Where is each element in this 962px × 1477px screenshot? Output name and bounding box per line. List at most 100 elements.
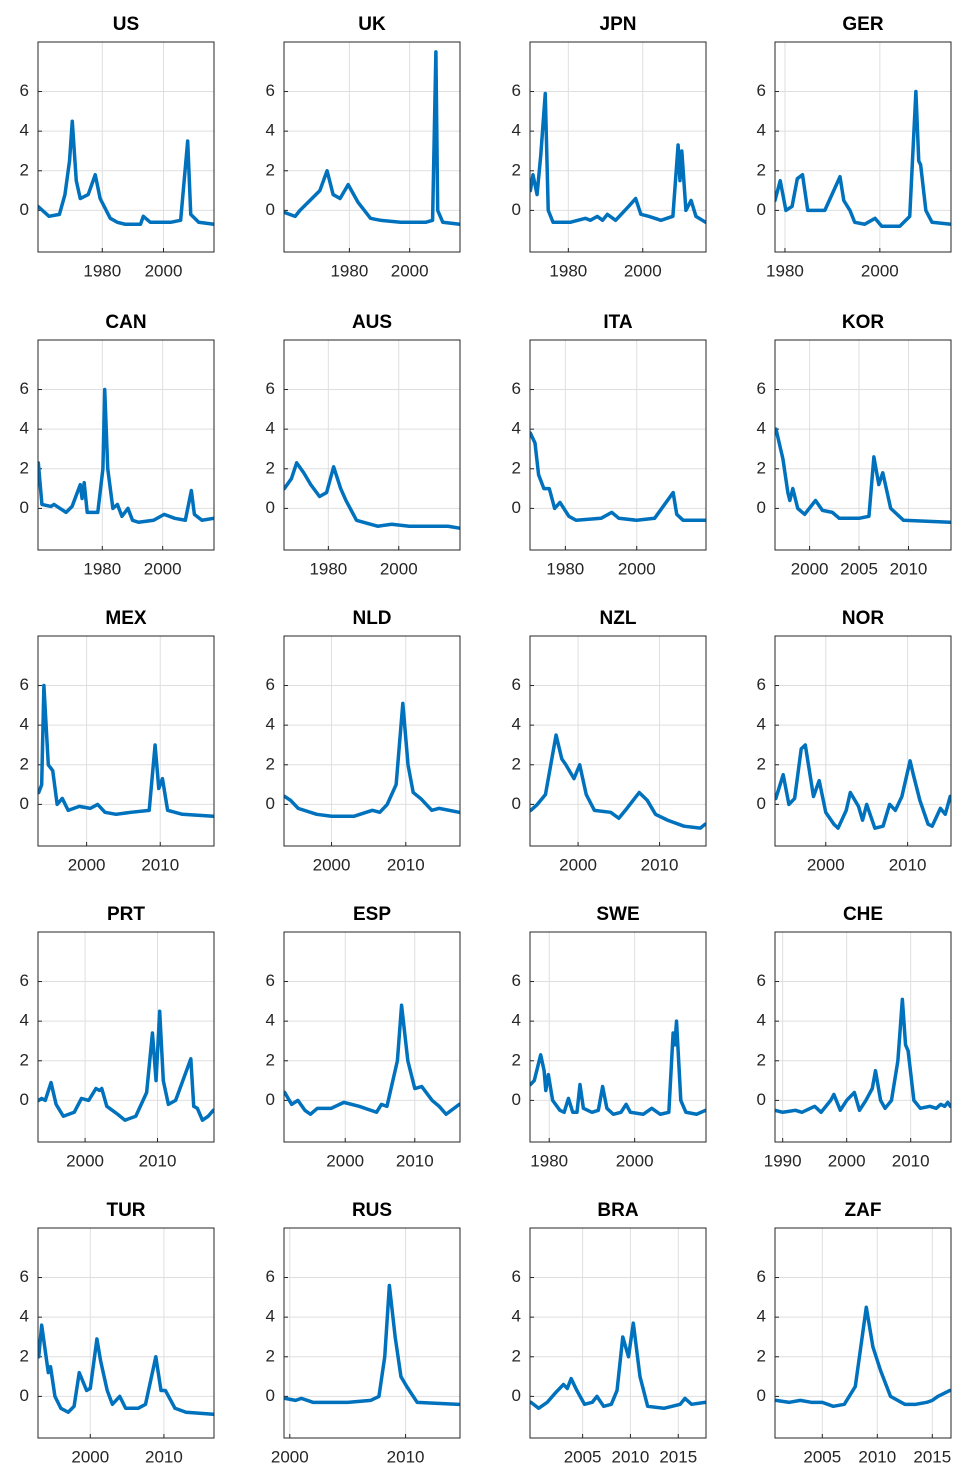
x-tick-label: 2000 xyxy=(616,1151,654,1170)
y-tick-label: 2 xyxy=(512,160,521,179)
y-tick-label: 0 xyxy=(757,200,766,219)
panel-title: PRT xyxy=(107,904,145,925)
data-line xyxy=(775,1305,951,1409)
axes-box xyxy=(283,339,461,551)
panel-title: SWE xyxy=(596,904,639,925)
series xyxy=(775,743,951,830)
plot-area xyxy=(38,42,214,252)
panel-title: CHE xyxy=(843,904,883,925)
y-tick-label: 6 xyxy=(757,971,766,990)
y-tick-label: 2 xyxy=(266,458,275,477)
panel-title: AUS xyxy=(352,312,392,333)
y-tick-label: 6 xyxy=(757,379,766,398)
panel: 2000 2005 2010 0 2 4 6 KOR xyxy=(757,312,952,578)
y-tick-label: 2 xyxy=(20,1050,29,1069)
data-line xyxy=(775,427,951,525)
y-tick-label: 2 xyxy=(20,160,29,179)
series xyxy=(530,91,706,225)
y-tick-label: 4 xyxy=(512,715,521,734)
x-tick-label: 1980 xyxy=(330,261,368,280)
y-tick-label: 0 xyxy=(512,1090,521,1109)
x-tick-label: 2010 xyxy=(641,855,679,874)
x-tick-label: 2005 xyxy=(803,1447,841,1466)
y-tick-label: 4 xyxy=(512,1307,521,1326)
y-tick-label: 0 xyxy=(512,200,521,219)
axes-box xyxy=(529,41,707,253)
data-line xyxy=(775,997,951,1115)
plot-area xyxy=(284,636,460,846)
y-tick-label: 0 xyxy=(266,1090,275,1109)
y-tick-label: 4 xyxy=(512,419,521,438)
y-tick-label: 2 xyxy=(20,458,29,477)
axes-box xyxy=(37,339,215,551)
x-tick-label: 1980 xyxy=(546,559,584,578)
series xyxy=(530,431,706,523)
y-tick-label: 6 xyxy=(20,971,29,990)
panel: 1980 2000 0 2 4 6 UK xyxy=(266,14,461,280)
data-line xyxy=(38,119,214,227)
panel: 2000 2010 0 2 4 6 NZL xyxy=(512,608,707,874)
panel: 1980 2000 0 2 4 6 GER xyxy=(757,14,952,280)
data-line xyxy=(530,1321,706,1411)
series xyxy=(775,1305,951,1409)
y-tick-label: 2 xyxy=(757,1050,766,1069)
y-tick-label: 4 xyxy=(512,1011,521,1030)
x-tick-label: 2000 xyxy=(624,261,662,280)
x-tick-label: 2010 xyxy=(890,559,928,578)
x-tick-label: 2000 xyxy=(68,855,106,874)
axes-box xyxy=(37,931,215,1143)
y-tick-label: 6 xyxy=(20,1267,29,1286)
panel-title: NLD xyxy=(352,608,391,629)
y-tick-label: 6 xyxy=(266,379,275,398)
panel: 2000 2010 0 2 4 6 TUR xyxy=(20,1200,215,1466)
y-tick-label: 4 xyxy=(266,1307,275,1326)
panel-title: KOR xyxy=(842,312,885,333)
panel: 2000 2010 0 2 4 6 MEX xyxy=(20,608,215,874)
x-tick-label: 2010 xyxy=(892,1151,930,1170)
series xyxy=(530,1321,706,1411)
y-tick-label: 4 xyxy=(20,715,29,734)
axes-box xyxy=(283,41,461,253)
x-tick-label: 2000 xyxy=(313,855,351,874)
x-tick-label: 1980 xyxy=(766,261,804,280)
y-tick-label: 4 xyxy=(20,419,29,438)
x-tick-label: 2000 xyxy=(271,1447,309,1466)
plot-area xyxy=(530,1228,706,1438)
axes-box xyxy=(283,931,461,1143)
x-tick-label: 2010 xyxy=(858,1447,896,1466)
y-tick-label: 4 xyxy=(20,121,29,140)
panel: 2005 2010 2015 0 2 4 6 ZAF xyxy=(757,1200,952,1466)
x-tick-label: 2005 xyxy=(564,1447,602,1466)
y-tick-label: 4 xyxy=(266,419,275,438)
panel: 1980 2000 0 2 4 6 AUS xyxy=(266,312,461,578)
y-tick-label: 0 xyxy=(757,498,766,517)
y-tick-label: 0 xyxy=(512,794,521,813)
panel-title: BRA xyxy=(597,1200,638,1221)
plot-area xyxy=(284,1228,460,1438)
panel-title: ESP xyxy=(353,904,391,925)
axes-box xyxy=(774,339,952,551)
x-tick-label: 1980 xyxy=(309,559,347,578)
panel-title: ZAF xyxy=(845,1200,882,1221)
x-tick-label: 2010 xyxy=(396,1151,434,1170)
y-tick-label: 6 xyxy=(512,971,521,990)
axes-box xyxy=(529,635,707,847)
panel-title: MEX xyxy=(105,608,147,629)
data-line xyxy=(38,683,214,819)
series xyxy=(38,119,214,227)
x-tick-label: 2000 xyxy=(391,261,429,280)
x-tick-label: 1990 xyxy=(764,1151,802,1170)
data-line xyxy=(284,1003,460,1117)
y-tick-label: 2 xyxy=(757,160,766,179)
x-tick-label: 2010 xyxy=(139,1151,177,1170)
x-tick-label: 2010 xyxy=(612,1447,650,1466)
data-line xyxy=(530,91,706,225)
y-tick-label: 0 xyxy=(20,1090,29,1109)
x-tick-label: 2010 xyxy=(141,855,179,874)
x-tick-label: 2010 xyxy=(387,1447,425,1466)
y-tick-label: 0 xyxy=(757,1090,766,1109)
y-tick-label: 6 xyxy=(20,675,29,694)
plot-area xyxy=(775,42,951,252)
y-tick-label: 0 xyxy=(266,200,275,219)
